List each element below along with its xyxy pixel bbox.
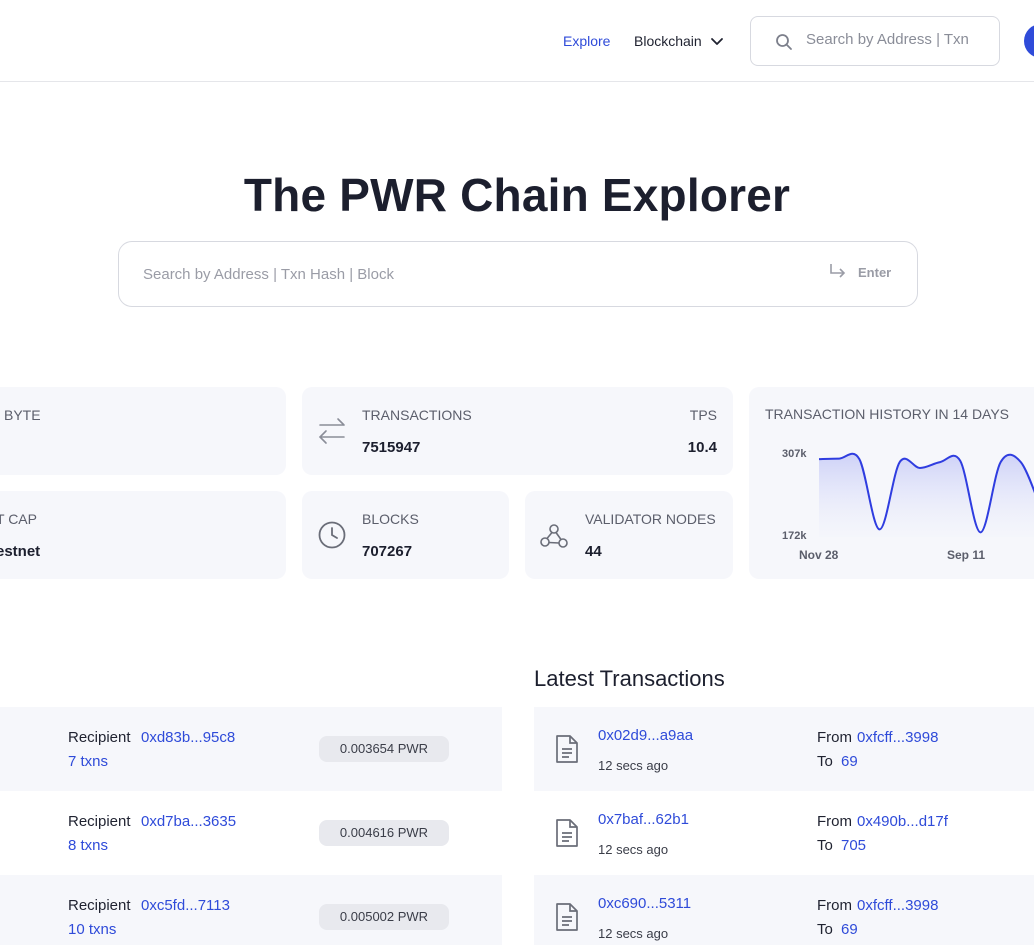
txn-age: 12 secs ago [598,926,669,941]
document-icon [556,735,578,763]
history-title: TRANSACTION HISTORY IN 14 DAYS [765,406,1010,422]
recipient-link[interactable]: 0xd7ba...3635 [141,813,237,830]
from-address-link[interactable]: 0xfcff...3998 [857,897,939,914]
tps-label: TPS [689,407,717,423]
from-label: From [817,813,852,830]
txn-hash-link[interactable]: 0x7baf...62b1 [598,811,689,828]
recipient-label: Recipient [68,813,131,830]
transaction-history-card: TRANSACTION HISTORY IN 14 DAYS 307k 172k… [749,387,1034,579]
transactions-value: 7515947 [362,439,421,456]
to-address-link[interactable]: 705 [841,837,867,854]
y-tick-top: 307k [782,448,807,460]
document-icon [556,903,578,931]
recipient-link[interactable]: 0xc5fd...7113 [141,897,230,914]
y-tick-bottom: 172k [782,530,807,542]
clock-icon [318,521,346,549]
nav-blockchain-dropdown[interactable]: Blockchain [634,33,724,49]
list-item[interactable]: 0x7baf...62b1 12 secs ago From 0x490b...… [534,791,1034,875]
document-icon [556,819,578,847]
txns-link[interactable]: 7 txns [68,753,109,770]
reward-badge: 0.005002 PWR [319,904,449,930]
from-address-link[interactable]: 0xfcff...3998 [857,729,939,746]
x-tick-right: Sep 11 [947,548,985,562]
from-address-link[interactable]: 0x490b...d17f [857,813,948,830]
search-icon [776,34,792,50]
main-search-box[interactable] [118,241,918,307]
txn-age: 12 secs ago [598,842,669,857]
to-address-link[interactable]: 69 [841,921,858,938]
byte-label: BYTE [4,407,41,423]
chevron-down-icon [710,38,723,45]
to-address-link[interactable]: 69 [841,753,858,770]
main-search-input[interactable] [143,266,793,283]
recipient-label: Recipient [68,729,131,746]
nav-blockchain-label: Blockchain [634,33,702,49]
list-item[interactable]: 0xc690...5311 12 secs ago From 0xfcff...… [534,875,1034,945]
reward-badge: 0.003654 PWR [319,736,449,762]
txn-hash-link[interactable]: 0x02d9...a9aa [598,727,694,744]
to-label: To [817,837,833,854]
txns-link[interactable]: 10 txns [68,921,117,938]
txn-hash-link[interactable]: 0xc690...5311 [598,895,692,912]
list-item[interactable]: 0x02d9...a9aa 12 secs ago From 0xfcff...… [534,707,1034,791]
enter-arrow-icon [830,264,846,278]
top-header: Explore Blockchain [0,0,1034,82]
txns-link[interactable]: 8 txns [68,837,109,854]
list-item[interactable]: Recipient 0xc5fd...7113 10 txns 0.005002… [0,875,502,945]
enter-label: Enter [858,264,892,280]
blocks-label: BLOCKS [362,511,419,527]
header-search-input[interactable] [806,31,996,48]
transactions-card: TRANSACTIONS 7515947 TPS 10.4 [302,387,733,475]
transfer-arrows-icon [318,418,345,444]
x-tick-left: Nov 28 [799,548,839,562]
market-cap-label: T CAP [0,511,37,527]
byte-card: BYTE [0,387,286,475]
to-label: To [817,921,833,938]
latest-transactions-title: Latest Transactions [534,666,725,691]
nav-explore-link[interactable]: Explore [563,33,611,49]
blocks-card: BLOCKS 707267 [302,491,509,579]
blocks-value: 707267 [362,543,413,560]
txn-age: 12 secs ago [598,758,669,773]
from-label: From [817,729,852,746]
recipient-label: Recipient [68,897,131,914]
from-label: From [817,897,852,914]
validators-value: 44 [585,543,602,560]
recipient-link[interactable]: 0xd83b...95c8 [141,729,236,746]
transaction-history-chart: 307k 172k Nov 28 Sep 11 [782,448,1034,562]
list-item[interactable]: Recipient 0xd7ba...3635 8 txns 0.004616 … [0,791,502,875]
tps-value: 10.4 [687,439,717,456]
page-title: The PWR Chain Explorer [243,169,791,221]
validators-card: VALIDATOR NODES 44 [525,491,733,579]
to-label: To [817,753,833,770]
reward-badge: 0.004616 PWR [319,820,449,846]
enter-button[interactable]: Enter [828,262,891,282]
connect-button[interactable] [1024,24,1034,58]
validators-label: VALIDATOR NODES [585,511,716,527]
list-item[interactable]: Recipient 0xd83b...95c8 7 txns 0.003654 … [0,707,502,791]
market-cap-value: estnet [0,543,41,560]
network-nodes-icon [540,524,568,548]
history-series-line [818,452,1034,534]
transactions-label: TRANSACTIONS [362,407,472,423]
header-search-box[interactable] [750,16,1000,66]
market-cap-card: T CAP estnet [0,491,286,579]
